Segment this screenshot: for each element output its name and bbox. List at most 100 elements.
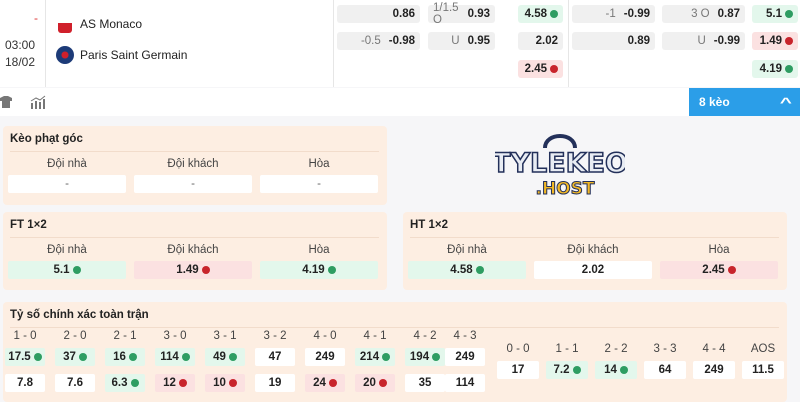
odds-cell[interactable]: 1/1.5 O 0.93: [428, 2, 495, 26]
score-label: 3 - 3: [653, 343, 677, 355]
odds-box[interactable]: 5.1: [8, 261, 126, 279]
odds-cell[interactable]: 3 O 0.87: [662, 5, 745, 23]
ht-1x2-card: HT 1×2 Đội nhà 4.58 Đội khách 2.02 Hòa 2.45: [403, 212, 787, 290]
score-odds-box[interactable]: 16: [105, 348, 145, 366]
score-odds-box[interactable]: 7.2: [546, 361, 588, 379]
odds-line: U: [451, 35, 460, 47]
odds-value: 35: [418, 377, 432, 389]
odds-value: 114: [160, 351, 179, 363]
odds-value: 2.45: [524, 63, 547, 75]
column-header: Hòa: [708, 244, 730, 256]
score-odds-box[interactable]: 17.5: [5, 348, 45, 366]
odds-value: 4.19: [302, 264, 325, 276]
card-title: Kèo phạt góc: [10, 133, 83, 145]
odds-value: 2.02: [535, 35, 558, 47]
odds-box[interactable]: 4.19: [260, 261, 378, 279]
odds-value: 249: [704, 364, 724, 376]
score-odds-box[interactable]: 114: [445, 374, 485, 392]
odds-value: 4.58: [524, 8, 547, 20]
score-odds-box[interactable]: 14: [595, 361, 637, 379]
trend-up-icon: [382, 353, 391, 361]
odds-cell[interactable]: 1.49: [752, 32, 798, 50]
score-odds-box[interactable]: 49: [205, 348, 245, 366]
odds-value: 214: [359, 351, 380, 363]
odds-cell[interactable]: 5.1: [752, 5, 798, 23]
odds-cell[interactable]: U 0.95: [428, 32, 495, 50]
odds-cell[interactable]: 4.19: [752, 60, 798, 78]
odds-value: 11.5: [752, 364, 774, 376]
odds-value: 0.93: [467, 8, 490, 20]
odds-value: 5.1: [766, 8, 782, 20]
trend-up-icon: [33, 353, 42, 361]
trend-down-icon: [785, 37, 793, 45]
odds-value: 49: [213, 351, 226, 363]
tylekeo-watermark-logo: TYLEKEO .HOST: [495, 134, 625, 200]
home-team[interactable]: AS Monaco: [56, 15, 142, 33]
odds-cell[interactable]: 2.02: [518, 32, 563, 50]
more-markets-label: 8 kèo: [699, 95, 730, 109]
corner-kick-card: Kèo phạt góc Đội nhà - Đội khách - Hòa -: [3, 126, 387, 205]
odds-box[interactable]: -: [8, 175, 126, 193]
match-time: 03:00: [4, 38, 36, 52]
odds-cell[interactable]: 4.58: [518, 5, 563, 23]
odds-line: U: [697, 35, 706, 47]
score-odds-box[interactable]: 19: [255, 374, 295, 392]
score-odds-box[interactable]: 249: [445, 348, 485, 366]
odds-value: 0.86: [392, 8, 415, 20]
odds-value: 0.95: [467, 35, 490, 47]
more-markets-button[interactable]: 8 kèo ^: [689, 88, 800, 116]
svg-text:.HOST: .HOST: [536, 179, 595, 199]
odds-line: 1/1.5 O: [433, 2, 459, 26]
score-odds-box[interactable]: 35: [405, 374, 445, 392]
odds-value: -: [65, 178, 69, 190]
odds-box[interactable]: 4.58: [408, 261, 526, 279]
odds-cell[interactable]: -1 -0.99: [572, 5, 655, 23]
score-odds-box[interactable]: 11.5: [742, 361, 784, 379]
score-odds-box[interactable]: 64: [644, 361, 686, 379]
score-odds-box[interactable]: 17: [497, 361, 539, 379]
score-odds-box[interactable]: 7.8: [5, 374, 45, 392]
odds-value: -: [191, 178, 195, 190]
score-odds-box[interactable]: 114: [155, 348, 195, 366]
score-odds-box[interactable]: 7.6: [55, 374, 95, 392]
odds-box[interactable]: 2.02: [534, 261, 652, 279]
odds-box[interactable]: 1.49: [134, 261, 252, 279]
odds-value: 249: [315, 351, 335, 363]
score-odds-box[interactable]: 249: [305, 348, 345, 366]
score-odds-box[interactable]: 249: [693, 361, 735, 379]
odds-cell[interactable]: 2.45: [518, 60, 563, 78]
score-odds-box[interactable]: 12: [155, 374, 195, 392]
psg-crest-icon: [56, 46, 74, 64]
match-date: 18/02: [4, 55, 36, 69]
away-team[interactable]: Paris Saint Germain: [56, 46, 187, 64]
odds-cell[interactable]: 0.89: [572, 32, 655, 50]
odds-cell[interactable]: U -0.99: [662, 32, 745, 50]
odds-value: 0.89: [627, 35, 650, 47]
score-odds-box[interactable]: 20: [355, 374, 395, 392]
odds-value: 37: [63, 351, 76, 363]
score-odds-box[interactable]: 24: [305, 374, 345, 392]
odds-cell[interactable]: 0.86: [337, 5, 420, 23]
score-odds-box[interactable]: 10: [205, 374, 245, 392]
shirt-icon[interactable]: [0, 96, 12, 108]
score-label: AOS: [750, 343, 776, 355]
odds-box[interactable]: -: [260, 175, 378, 193]
score-odds-box[interactable]: 6.3: [105, 374, 145, 392]
bar-chart-icon[interactable]: [30, 95, 46, 109]
odds-box[interactable]: -: [134, 175, 252, 193]
divider: [45, 0, 46, 87]
score-odds-box[interactable]: 194: [405, 348, 445, 366]
odds-box[interactable]: 2.45: [660, 261, 778, 279]
odds-value: 24: [313, 377, 326, 389]
score-odds-box[interactable]: 37: [55, 348, 95, 366]
card-title: HT 1×2: [410, 219, 449, 231]
column-header: Hòa: [308, 158, 330, 170]
trend-down-icon: [727, 266, 736, 274]
trend-down-icon: [550, 65, 558, 73]
score-odds-box[interactable]: 47: [255, 348, 295, 366]
odds-cell[interactable]: -0.5 -0.98: [337, 32, 420, 50]
divider: [410, 237, 779, 238]
score-odds-box[interactable]: 214: [355, 348, 395, 366]
chevron-up-icon: ^: [780, 94, 793, 110]
ft-1x2-card: FT 1×2 Đội nhà 5.1 Đội khách 1.49 Hòa 4.19: [3, 212, 387, 290]
